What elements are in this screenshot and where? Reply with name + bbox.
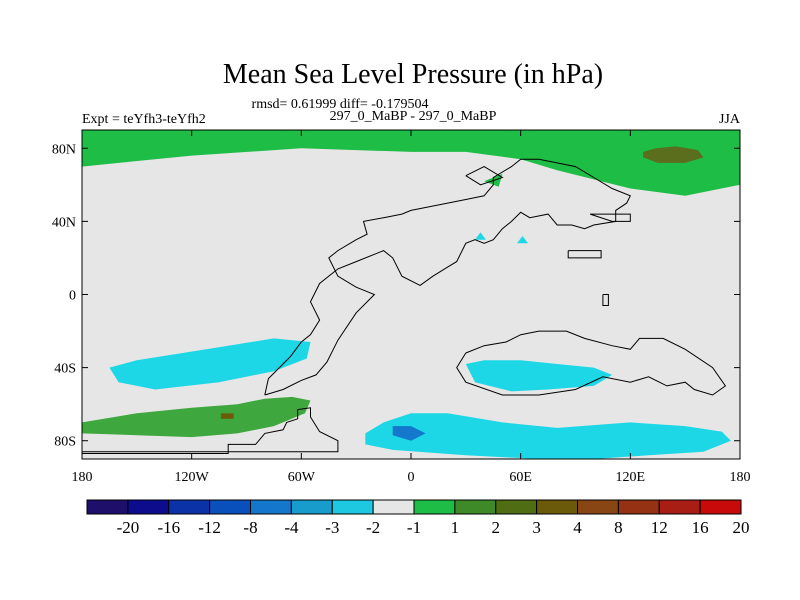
colorbar-label: 4 bbox=[573, 518, 582, 537]
coastline-6 bbox=[465, 166, 504, 186]
expt-label: Expt = teYfh3-teYfh2 bbox=[82, 112, 206, 127]
colorbar-label: 16 bbox=[692, 518, 709, 537]
colorbar-swatch bbox=[250, 499, 292, 515]
x-tick-label: 60W bbox=[288, 470, 316, 485]
colorbar-label: 12 bbox=[651, 518, 668, 537]
contour-region-eurasia-speck-3 bbox=[517, 236, 528, 244]
coastline-5 bbox=[602, 294, 609, 306]
season-label: JJA bbox=[719, 112, 741, 127]
coastline-0 bbox=[82, 407, 339, 454]
x-tick-label: 180 bbox=[730, 470, 751, 485]
colorbar-label: 20 bbox=[733, 518, 750, 537]
chart-title: Mean Sea Level Pressure (in hPa) bbox=[223, 59, 603, 90]
colorbar-label: -8 bbox=[243, 518, 257, 537]
y-tick-label: 0 bbox=[69, 289, 76, 304]
colorbar-swatch bbox=[168, 499, 211, 515]
colorbar-swatch bbox=[209, 499, 252, 515]
colorbar-swatch bbox=[495, 499, 538, 515]
y-tick-label: 40S bbox=[54, 362, 76, 377]
colorbar-swatch bbox=[86, 499, 129, 515]
colorbar-label: -12 bbox=[198, 518, 221, 537]
colorbar-swatch bbox=[577, 499, 619, 515]
colorbar-swatch bbox=[699, 499, 742, 515]
case-label: 297_0_MaBP - 297_0_MaBP bbox=[330, 109, 497, 124]
colorbar-label: 2 bbox=[492, 518, 501, 537]
colorbar-label: -2 bbox=[366, 518, 380, 537]
contour-region-arctic-positive bbox=[82, 130, 740, 196]
colorbar-swatch bbox=[127, 499, 170, 515]
y-tick-label: 80N bbox=[52, 142, 76, 157]
colorbar-swatch bbox=[290, 499, 333, 515]
coastline-3 bbox=[589, 213, 631, 222]
colorbar-label: -3 bbox=[325, 518, 339, 537]
x-tick-label: 60E bbox=[509, 470, 532, 485]
coastline-2 bbox=[456, 330, 727, 396]
colorbar-label: 1 bbox=[451, 518, 460, 537]
colorbar-swatch bbox=[413, 499, 456, 515]
coastline-1 bbox=[264, 158, 631, 396]
colorbar-swatch bbox=[331, 499, 374, 515]
contour-region-southern-ocean-positive bbox=[82, 396, 311, 438]
contour-region-indian-ocean-negative bbox=[465, 360, 613, 392]
coastline-4 bbox=[567, 250, 602, 259]
contour-region-southern-ocean-core bbox=[220, 413, 234, 419]
y-tick-label: 80S bbox=[54, 435, 76, 450]
colorbar-swatch bbox=[536, 499, 579, 515]
x-tick-label: 120W bbox=[175, 470, 210, 485]
contour-region-antarctic-negative bbox=[365, 413, 731, 459]
contour-region-eurasia-speck-2 bbox=[475, 232, 486, 240]
x-tick-label: 0 bbox=[408, 470, 415, 485]
x-tick-label: 120E bbox=[616, 470, 646, 485]
colorbar-swatch bbox=[372, 499, 415, 515]
contour-region-antarctic-core bbox=[392, 426, 426, 441]
colorbar-label: -1 bbox=[407, 518, 421, 537]
colorbar-label: 8 bbox=[614, 518, 623, 537]
contour-region-south-pacific-negative bbox=[109, 338, 311, 390]
colorbar-swatch bbox=[658, 499, 701, 515]
colorbar-label: -20 bbox=[117, 518, 140, 537]
map-plot-area bbox=[81, 129, 741, 460]
colorbar-swatch bbox=[454, 499, 497, 515]
x-tick-label: 180 bbox=[72, 470, 93, 485]
colorbar-swatch bbox=[617, 499, 660, 515]
contour-region-arctic-core bbox=[643, 146, 704, 163]
colorbar-label: 3 bbox=[532, 518, 541, 537]
stats-label: rmsd= 0.61999 diff= -0.179504 bbox=[252, 97, 429, 112]
colorbar-label: -16 bbox=[157, 518, 180, 537]
y-tick-label: 40N bbox=[52, 215, 76, 230]
colorbar-label: -4 bbox=[284, 518, 299, 537]
